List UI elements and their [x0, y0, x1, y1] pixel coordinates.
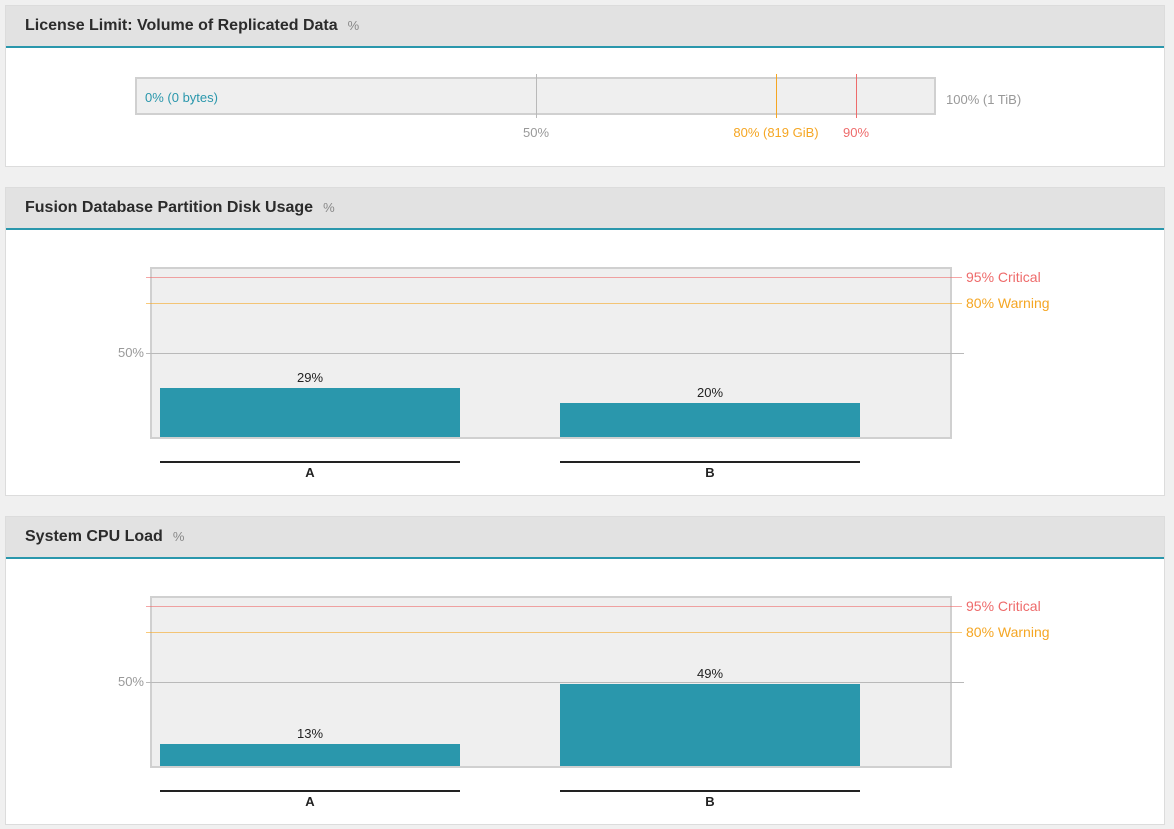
license-marker-label: 50%	[522, 125, 550, 140]
disk-unit: %	[323, 200, 335, 215]
bar-b	[560, 684, 860, 766]
disk-panel: Fusion Database Partition Disk Usage% 50…	[5, 187, 1165, 496]
license-marker-label: 90%	[842, 125, 870, 140]
cpu-panel-header: System CPU Load%	[6, 517, 1164, 559]
threshold-line	[146, 632, 952, 633]
bar-b	[560, 403, 860, 437]
category-axis-line	[160, 790, 460, 792]
critical-threshold-label: 95% Critical	[966, 269, 1041, 285]
bar-value-label: 13%	[296, 726, 324, 741]
license-marker-line	[536, 74, 537, 118]
threshold-line	[146, 277, 952, 278]
threshold-tick	[952, 606, 962, 607]
threshold-tick	[952, 303, 962, 304]
license-panel-title: License Limit: Volume of Replicated Data…	[25, 17, 359, 35]
license-unit: %	[347, 18, 360, 33]
bar-value-label: 20%	[696, 385, 724, 400]
license-max-label: 100% (1 TiB)	[946, 92, 1022, 107]
bar-value-label: 49%	[696, 666, 724, 681]
category-label: B	[705, 794, 715, 809]
y-tick-label: 50%	[117, 674, 144, 689]
license-marker-line	[776, 74, 777, 118]
category-axis-line	[560, 790, 860, 792]
threshold-tick	[952, 632, 962, 633]
category-axis-line	[560, 461, 860, 463]
cpu-panel: System CPU Load% 50% 95% Critical 80% Warn…	[5, 516, 1165, 825]
disk-panel-header: Fusion Database Partition Disk Usage%	[6, 188, 1164, 230]
warning-threshold-label: 80% Warning	[966, 624, 1050, 640]
bar-a	[160, 744, 460, 766]
bar-value-label: 29%	[296, 370, 324, 385]
license-usage-bar	[135, 77, 936, 115]
y-tick-label: 50%	[117, 345, 144, 360]
category-label: A	[305, 465, 315, 480]
category-label: A	[305, 794, 315, 809]
cpu-panel-title: System CPU Load%	[25, 528, 184, 546]
license-current-label: 0% (0 bytes)	[145, 90, 218, 105]
cpu-unit: %	[172, 529, 185, 544]
critical-threshold-label: 95% Critical	[966, 598, 1041, 614]
license-marker-line	[856, 74, 857, 118]
cpu-title-text: System CPU Load	[25, 528, 163, 545]
disk-title-text: Fusion Database Partition Disk Usage	[25, 199, 314, 216]
bar-a	[160, 388, 460, 437]
license-title-text: License Limit: Volume of Replicated Data	[25, 17, 338, 34]
license-panel-header: License Limit: Volume of Replicated Data…	[6, 6, 1164, 48]
warning-threshold-label: 80% Warning	[966, 295, 1050, 311]
threshold-line	[146, 606, 952, 607]
license-panel: License Limit: Volume of Replicated Data…	[5, 5, 1165, 167]
category-axis-line	[160, 461, 460, 463]
category-label: B	[705, 465, 715, 480]
gridline-50	[146, 682, 964, 683]
disk-panel-title: Fusion Database Partition Disk Usage%	[25, 199, 335, 217]
threshold-line	[146, 303, 952, 304]
license-marker-label: 80% (819 GiB)	[733, 125, 819, 140]
gridline-50	[146, 353, 964, 354]
threshold-tick	[952, 277, 962, 278]
